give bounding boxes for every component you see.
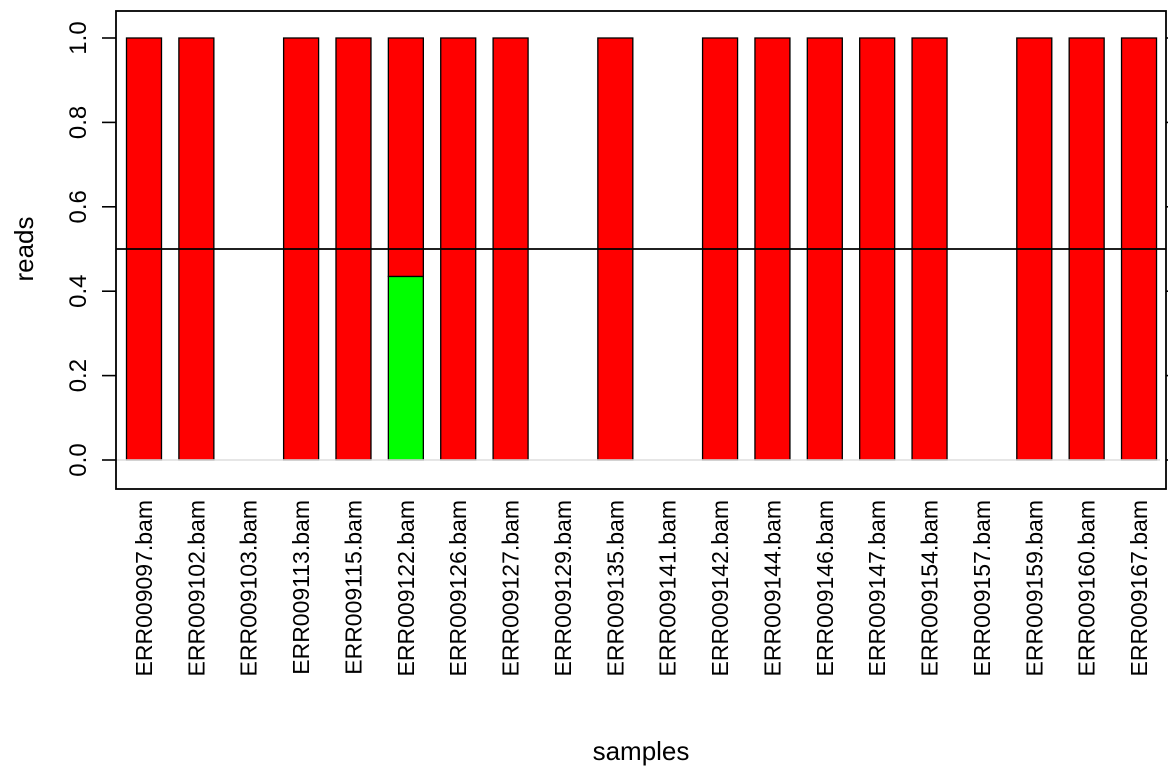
y-axis: 0.0 0.2 0.4 0.6 0.8 1.0 [65, 21, 1168, 477]
x-category-label: ERR009115.bam [340, 500, 366, 675]
x-category-label: ERR009159.bam [1021, 500, 1047, 676]
x-category-label: ERR009097.bam [131, 500, 157, 676]
x-category-label: ERR009129.bam [550, 500, 576, 676]
x-category-label: ERR009144.bam [759, 500, 785, 676]
y-tick-label: 1.0 [65, 21, 92, 54]
bar-segment-ERR009122.bam-series-0 [387, 275, 425, 461]
x-category-label: ERR009147.bam [864, 500, 890, 676]
x-category-label: ERR009102.bam [183, 500, 209, 676]
bar-segment-ERR009122.bam-series-1 [387, 37, 425, 278]
x-category-label: ERR009126.bam [445, 500, 471, 676]
y-tick-label: 0.2 [65, 359, 92, 392]
x-category-label: ERR009146.bam [812, 500, 838, 676]
x-axis-category-labels: ERR009097.bam ERR009102.bam ERR009103.bam E… [131, 500, 1152, 676]
y-tick-label: 0.0 [65, 443, 92, 476]
x-category-label: ERR009142.bam [707, 500, 733, 676]
x-category-label: ERR009160.bam [1074, 500, 1100, 676]
x-category-label: ERR009167.bam [1126, 500, 1152, 676]
x-axis-title: samples [593, 736, 690, 766]
y-tick-label: 0.6 [65, 190, 92, 223]
y-tick-label: 0.4 [65, 275, 92, 308]
x-category-label: ERR009127.bam [498, 500, 524, 676]
x-category-label: ERR009141.bam [655, 500, 681, 676]
x-category-label: ERR009113.bam [288, 500, 314, 675]
x-category-label: ERR009135.bam [602, 500, 628, 676]
plot-frame [115, 10, 1167, 490]
y-tick-label: 0.8 [65, 106, 92, 139]
x-category-label: ERR009157.bam [969, 500, 995, 676]
x-category-label: ERR009122.bam [393, 500, 419, 676]
x-category-label: ERR009103.bam [236, 500, 262, 676]
x-category-label: ERR009154.bam [917, 500, 943, 676]
y-axis-title: reads [9, 216, 39, 281]
